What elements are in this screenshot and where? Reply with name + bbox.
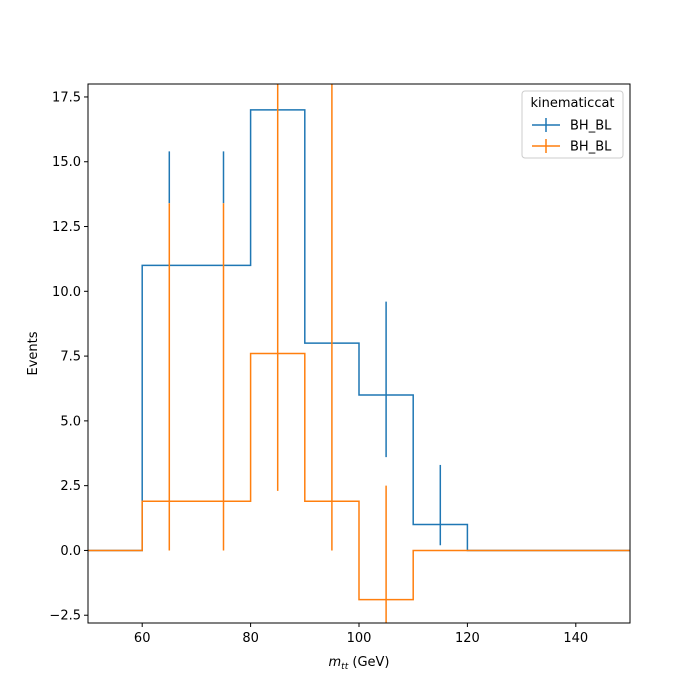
legend-label-1: BH_BL [570,140,612,155]
legend-box [521,90,624,159]
y-tick-label-0: −2.5 [49,609,81,624]
series-group [88,84,630,623]
x-tick-label-2: 100 [347,631,372,646]
y-tick-label-4: 7.5 [60,350,81,365]
y-tick-label-6: 12.5 [52,220,81,235]
y-tick-label-3: 5.0 [60,414,81,429]
x-axis-label: mtt (GeV) [329,655,390,672]
y-tick-label-5: 10.0 [52,285,81,300]
x-tick-label-1: 80 [242,631,259,646]
legend: kinematiccat BH_BL BH_BL [521,90,624,159]
axes: 60 80 100 120 140 −2.5 0.0 2.5 5.0 7.5 10.0 12.5 15.… [26,83,631,672]
y-tick-label-8: 17.5 [52,90,81,105]
legend-title: kinematiccat [530,96,614,111]
y-tick-label-7: 15.0 [52,155,81,170]
x-tick-label-0: 60 [134,631,151,646]
y-tick-label-2: 2.5 [60,479,81,494]
plot-area [88,84,630,623]
x-tick-label-3: 120 [455,631,480,646]
y-axis-label: Events [26,331,41,375]
y-tick-label-1: 0.0 [60,544,81,559]
x-tick-label-4: 140 [563,631,588,646]
legend-label-0: BH_BL [570,119,612,134]
